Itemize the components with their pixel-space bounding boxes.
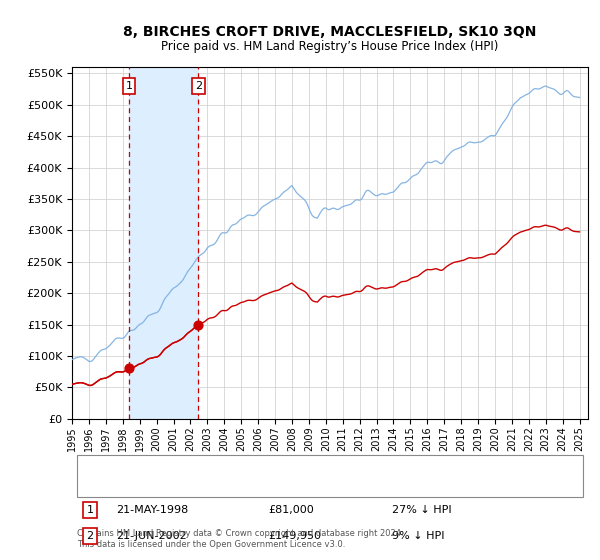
Text: 9% ↓ HPI: 9% ↓ HPI [392, 531, 445, 541]
Text: Contains HM Land Registry data © Crown copyright and database right 2024.
This d: Contains HM Land Registry data © Crown c… [77, 529, 404, 549]
Text: 21-JUN-2002: 21-JUN-2002 [116, 531, 187, 541]
Text: 8, BIRCHES CROFT DRIVE, MACCLESFIELD, SK10 3QN (detached house): 8, BIRCHES CROFT DRIVE, MACCLESFIELD, SK… [129, 464, 499, 474]
Text: Price paid vs. HM Land Registry’s House Price Index (HPI): Price paid vs. HM Land Registry’s House … [161, 40, 499, 53]
Text: 8, BIRCHES CROFT DRIVE, MACCLESFIELD, SK10 3QN: 8, BIRCHES CROFT DRIVE, MACCLESFIELD, SK… [124, 25, 536, 39]
Text: 27% ↓ HPI: 27% ↓ HPI [392, 505, 452, 515]
Text: 1: 1 [125, 81, 133, 91]
Text: £149,950: £149,950 [268, 531, 321, 541]
Point [194, 320, 203, 329]
FancyBboxPatch shape [77, 455, 583, 497]
Point [124, 363, 134, 372]
Text: 2: 2 [86, 531, 94, 541]
Text: 2: 2 [195, 81, 202, 91]
Text: 1: 1 [86, 505, 94, 515]
Text: 21-MAY-1998: 21-MAY-1998 [116, 505, 188, 515]
Text: £81,000: £81,000 [268, 505, 314, 515]
Text: HPI: Average price, detached house, Cheshire East: HPI: Average price, detached house, Ches… [129, 483, 394, 493]
Bar [129, 67, 199, 419]
